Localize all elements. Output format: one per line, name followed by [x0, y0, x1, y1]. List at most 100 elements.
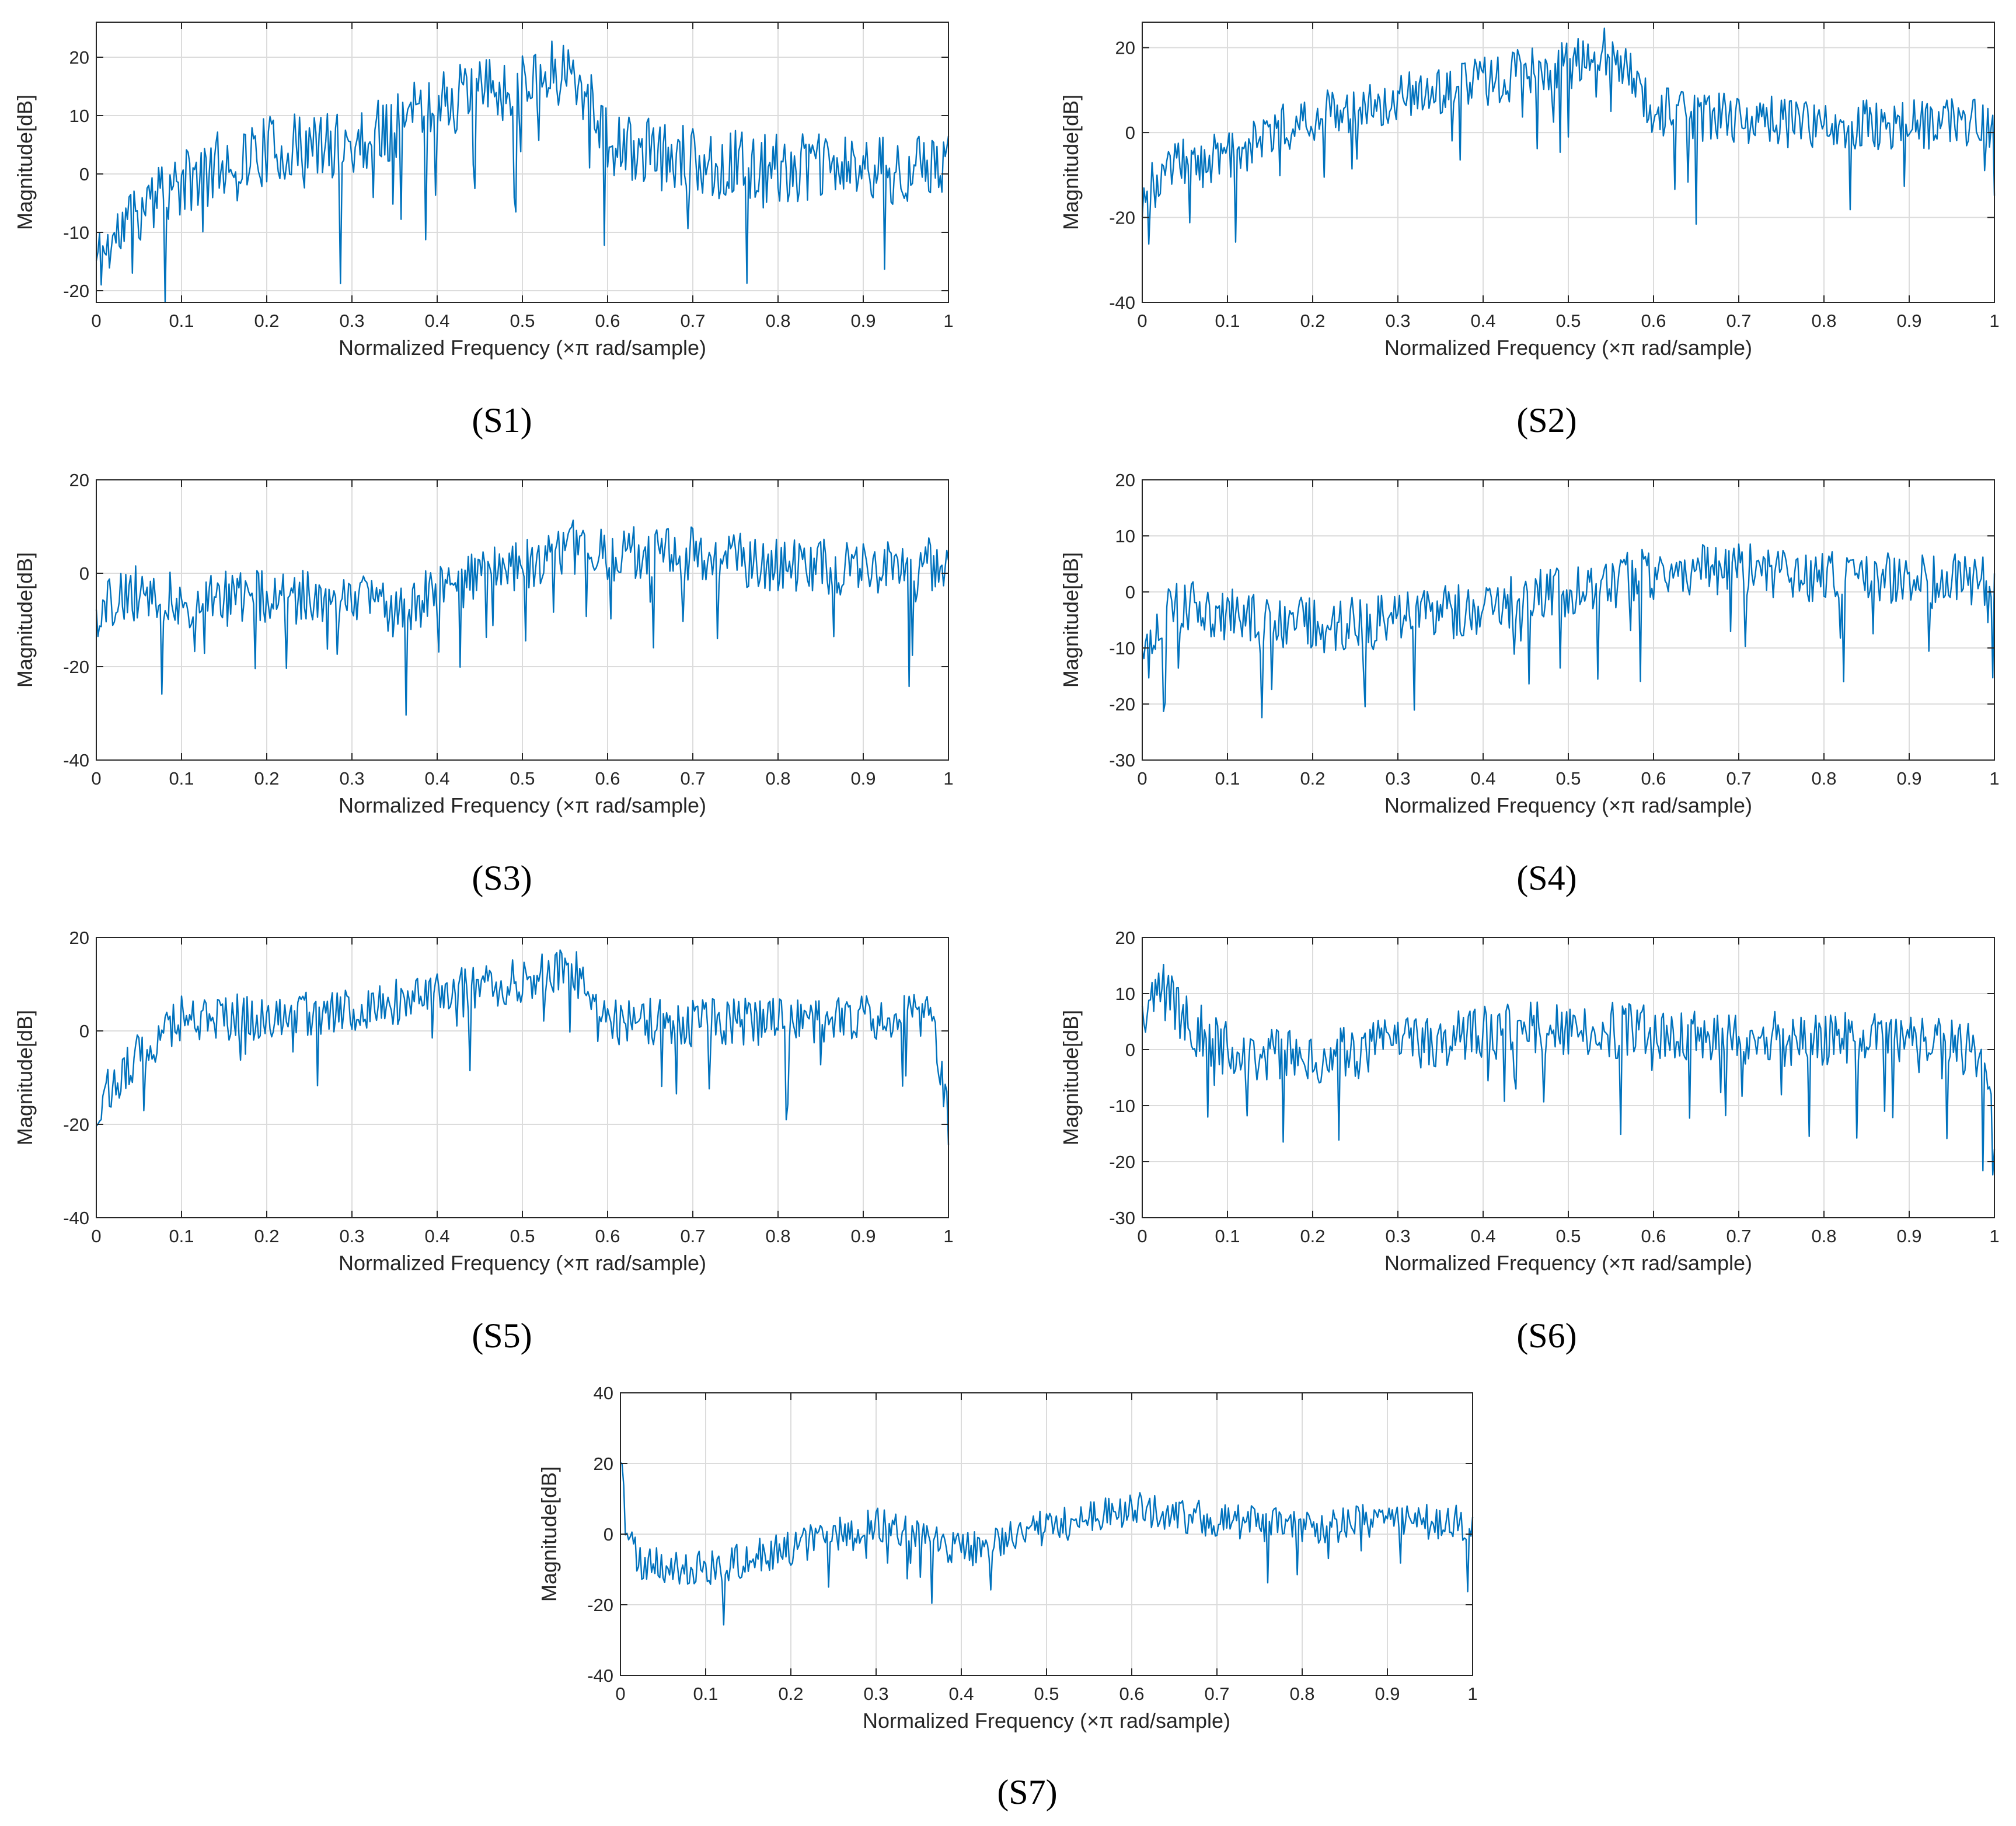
- y-tick-label: 10: [1115, 984, 1135, 1004]
- x-tick-label: 1: [943, 1226, 953, 1246]
- x-tick-label: 0: [1137, 768, 1147, 789]
- y-tick-label: 20: [594, 1454, 613, 1474]
- x-tick-label: 0.9: [850, 311, 876, 331]
- x-axis-label: Normalized Frequency (×π rad/sample): [339, 793, 706, 817]
- y-tick-label: -20: [63, 281, 89, 301]
- x-tick-label: 0.3: [1385, 1226, 1410, 1246]
- x-tick-label: 0.2: [778, 1684, 803, 1704]
- x-tick-label: 0: [91, 768, 101, 789]
- x-tick-label: 0.2: [1300, 311, 1325, 331]
- x-tick-label: 0.5: [1555, 311, 1581, 331]
- y-tick-label: -40: [63, 750, 89, 771]
- y-axis-label: Magnitude[dB]: [13, 95, 37, 230]
- x-tick-label: 0.8: [1811, 311, 1836, 331]
- y-tick-label: 0: [1125, 582, 1135, 602]
- x-tick-label: 0.1: [1215, 1226, 1240, 1246]
- y-tick-label: -40: [587, 1665, 613, 1686]
- x-axis-label: Normalized Frequency (×π rad/sample): [863, 1709, 1230, 1733]
- chart-s5: 0 0.1 0.2 0.3 0.4 0.5 0.6 0.7 0.8 0.9 1 -40 -20 0 20 No…: [13, 928, 954, 1355]
- x-tick-label: 0.8: [765, 311, 790, 331]
- y-tick-label: 20: [1115, 928, 1135, 948]
- x-tick-label: 0.7: [1726, 311, 1751, 331]
- panel-label-s3: (S3): [472, 859, 532, 897]
- y-tick-label: 20: [1115, 470, 1135, 490]
- x-tick-label: 0.9: [1896, 768, 1921, 789]
- y-tick-label: 0: [1125, 123, 1135, 143]
- x-tick-label: 0.5: [510, 1226, 535, 1246]
- y-tick-label: -40: [1109, 292, 1135, 313]
- x-tick-label: 0.3: [1385, 311, 1410, 331]
- y-tick-label: -20: [1109, 694, 1135, 715]
- x-axis-label: Normalized Frequency (×π rad/sample): [339, 336, 706, 360]
- x-tick-label: 0.4: [424, 311, 449, 331]
- x-tick-label: 1: [943, 768, 953, 789]
- x-tick-label: 0.2: [1300, 1226, 1325, 1246]
- series-line-s1: [95, 40, 950, 304]
- x-tick-label: 0: [91, 311, 101, 331]
- x-tick-label: 0.1: [169, 1226, 194, 1246]
- x-tick-label: 0.4: [1470, 768, 1495, 789]
- x-tick-label: 0.8: [1811, 1226, 1836, 1246]
- x-tick-label: 0: [1137, 1226, 1147, 1246]
- x-tick-label: 0.9: [1896, 311, 1921, 331]
- y-tick-label: 0: [79, 164, 89, 184]
- x-tick-label: 0.6: [1119, 1684, 1144, 1704]
- y-tick-label: 0: [79, 1021, 89, 1041]
- chart-s1: 0 0.1 0.2 0.3 0.4 0.5 0.6 0.7 0.8 0.9 1 -20 -10 0 10 20…: [13, 22, 954, 440]
- x-tick-label: 0.5: [1555, 1226, 1581, 1246]
- x-tick-label: 0.7: [680, 768, 705, 789]
- x-tick-label: 0.7: [1204, 1684, 1229, 1704]
- x-tick-label: 0.1: [169, 311, 194, 331]
- panel-label-s6: (S6): [1516, 1316, 1576, 1355]
- series-line-s2: [1141, 27, 1996, 245]
- chart-s3: 0 0.1 0.2 0.3 0.4 0.5 0.6 0.7 0.8 0.9 1 -40 -20 0 20 No…: [13, 470, 954, 897]
- x-tick-label: 0.3: [1385, 768, 1410, 789]
- x-tick-label: 0.1: [169, 768, 194, 789]
- panel-label-s2: (S2): [1516, 401, 1576, 440]
- chart-s2: 0 0.1 0.2 0.3 0.4 0.5 0.6 0.7 0.8 0.9 1 -40 -20 0 20 No…: [1059, 22, 2000, 440]
- x-tick-label: 0: [615, 1684, 625, 1704]
- y-tick-label: -30: [1109, 750, 1135, 771]
- x-tick-label: 0.8: [765, 768, 790, 789]
- y-axis-label: Magnitude[dB]: [1059, 552, 1083, 688]
- x-tick-label: 0.6: [595, 768, 620, 789]
- x-tick-label: 0: [91, 1226, 101, 1246]
- x-tick-label: 1: [1989, 1226, 1999, 1246]
- x-tick-label: 0.9: [1375, 1684, 1400, 1704]
- x-tick-label: 0.7: [680, 311, 705, 331]
- series-line-s7: [620, 1462, 1474, 1626]
- x-tick-label: 1: [943, 311, 953, 331]
- panel-label-s4: (S4): [1516, 859, 1576, 897]
- x-tick-label: 0.2: [254, 768, 279, 789]
- y-tick-label: -10: [1109, 1096, 1135, 1116]
- x-tick-label: 0.5: [1555, 768, 1581, 789]
- x-tick-label: 0.2: [254, 1226, 279, 1246]
- x-tick-label: 0.3: [339, 311, 364, 331]
- y-tick-label: 10: [1115, 526, 1135, 546]
- x-tick-label: 0.5: [510, 311, 535, 331]
- x-tick-label: 0.3: [339, 768, 364, 789]
- y-axis-label: Magnitude[dB]: [1059, 1010, 1083, 1145]
- y-tick-label: 20: [69, 47, 89, 68]
- x-tick-label: 0.1: [1215, 768, 1240, 789]
- series-line-s6: [1141, 963, 1996, 1176]
- y-tick-label: 20: [1115, 38, 1135, 58]
- panel-label-s1: (S1): [472, 401, 532, 440]
- x-tick-label: 0.6: [1641, 1226, 1666, 1246]
- x-tick-label: 0.7: [680, 1226, 705, 1246]
- x-tick-label: 1: [1989, 311, 1999, 331]
- x-tick-label: 0.3: [339, 1226, 364, 1246]
- y-axis-label: Magnitude[dB]: [13, 552, 37, 688]
- x-tick-label: 0.5: [1034, 1684, 1059, 1704]
- x-tick-label: 0.5: [510, 768, 535, 789]
- y-tick-label: 20: [69, 928, 89, 948]
- series-line-s5: [96, 949, 950, 1145]
- y-tick-label: 40: [594, 1383, 613, 1403]
- x-tick-label: 0.8: [1289, 1684, 1314, 1704]
- x-tick-label: 0.3: [863, 1684, 888, 1704]
- y-tick-label: -20: [1109, 208, 1135, 228]
- x-tick-label: 0.6: [595, 311, 620, 331]
- y-tick-label: -20: [63, 1114, 89, 1135]
- y-axis-label: Magnitude[dB]: [13, 1010, 37, 1145]
